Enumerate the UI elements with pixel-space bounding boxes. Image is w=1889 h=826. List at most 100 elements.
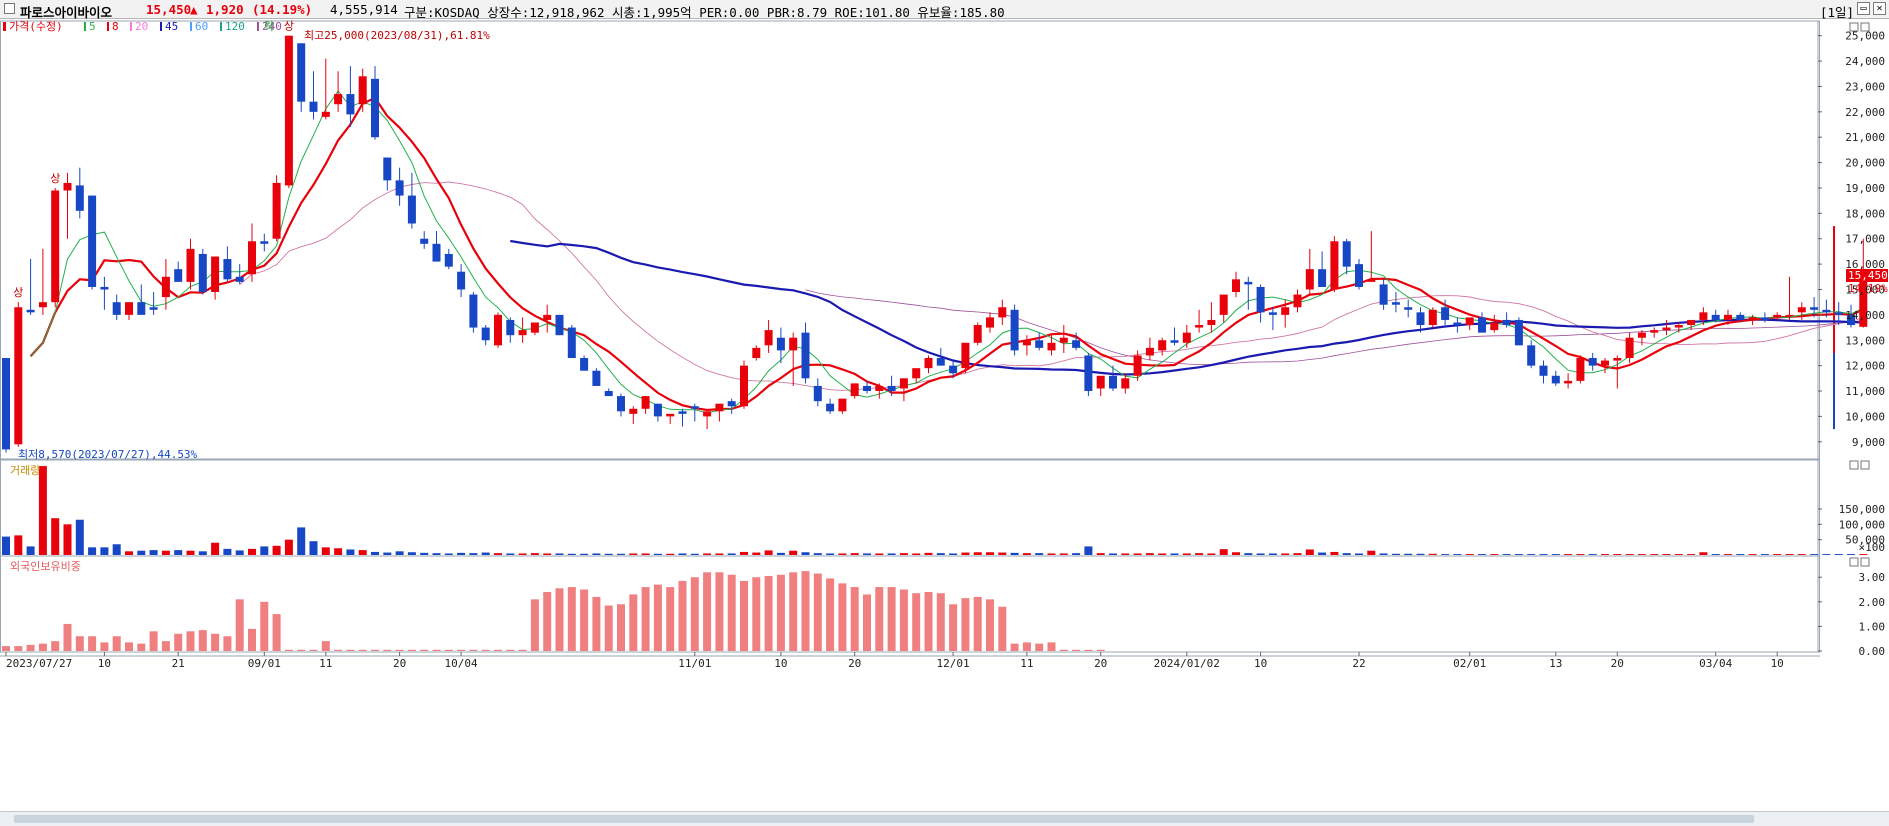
volume-bar [1256,553,1265,555]
x-tick-label: 09/01 [248,657,281,670]
foreign-bar [334,649,343,651]
x-tick-label: 11 [1020,657,1033,670]
foreign-bar [2,646,10,651]
candle-body [1637,332,1646,338]
candle-body [899,378,908,389]
candle-body [617,396,625,412]
high-annotation: 최고25,000(2023/08/31),61.81% [304,29,490,42]
candle-body [494,314,502,346]
legend-ma-label: 60 [195,20,208,33]
candle-body [555,314,564,336]
panel-maximize-icon[interactable] [1849,557,1859,567]
legend-main: 가격(수정) [9,20,63,33]
candle-body [1428,309,1437,326]
candle-body [88,195,97,287]
volume-bar [309,541,318,555]
candle-body [334,94,343,105]
volume-bar [1687,554,1696,555]
candle-body [383,157,392,181]
panel-maximize-icon[interactable] [1849,460,1859,470]
volume-bar [1047,553,1056,555]
scroll-thumb[interactable] [14,815,1754,823]
volume-bar [1674,554,1683,555]
x-tick-label: 10/04 [445,657,478,670]
price-tick-label: 12,000 [1845,360,1885,373]
price-tick-label: 19,000 [1845,182,1885,195]
candle-body [1170,340,1179,343]
volume-bar [1342,553,1351,555]
foreign-bar [1072,649,1081,651]
candle-body [38,302,47,308]
candle-body [1687,319,1696,326]
foreign-bar [235,599,244,651]
close-icon[interactable]: ✕ [1873,2,1886,15]
volume-bar [1797,554,1806,555]
foreign-bar [395,649,404,651]
candle-body [26,309,35,313]
foreign-bar [14,646,23,651]
limit-up-marker: 상 [50,172,60,185]
x-tick-label: 22 [1352,657,1365,670]
foreign-bar [494,649,502,651]
volume-bar [1441,554,1450,555]
minimize-icon[interactable]: ▭ [1857,2,1870,15]
foreign-bar [1047,642,1056,651]
volume-bar [1478,554,1486,555]
foreign-bar [211,633,220,651]
volume-bar [617,553,625,555]
candle-body [1268,312,1277,315]
volume-bar [1539,554,1548,555]
volume-bar [161,550,170,555]
volume-bar [235,550,244,555]
candle-body [1859,278,1868,327]
foreign-bar [715,572,724,651]
volume-bar [75,519,84,555]
candle-body [297,43,306,102]
foreign-bar [444,649,453,651]
candle-body [727,401,736,407]
candle-body [420,238,429,244]
foreign-bar [260,601,269,651]
foreign-bar [949,604,958,651]
foreign-bar [629,594,638,651]
volume-bar [1379,553,1388,555]
candle-body [986,317,994,328]
volume-bar [838,553,847,555]
foreign-bar [248,628,256,651]
foreign-bar [936,593,945,651]
volume-tick-label: 50,000 [1845,534,1885,547]
horizontal-scrollbar[interactable] [0,811,1889,826]
menu-icon[interactable] [4,3,15,14]
volume-bar [272,545,281,555]
change-arrow-icon: ▲ [190,2,198,17]
legend-ma-label: 5 [89,20,96,33]
volume-bar [1490,554,1499,555]
panel-close-icon[interactable] [1860,22,1870,32]
foreign-bar [481,649,490,651]
volume-bar [629,553,638,555]
volume-bar [1158,553,1167,555]
foreign-bar [912,593,921,651]
candle-body [137,302,146,315]
foreign-bar [161,641,170,651]
volume-bar [530,553,539,555]
candle-body [1453,322,1462,326]
candle-body [198,253,207,293]
volume-bar [198,551,207,555]
legend-swatch [257,22,259,31]
volume-bar [949,553,958,555]
candle-body [125,302,133,315]
foreign-bar [1084,649,1093,651]
candle-body [543,314,552,320]
volume-bar [899,553,908,555]
ma20-line [239,181,1864,391]
panel-close-icon[interactable] [1860,460,1870,470]
panel-close-icon[interactable] [1860,557,1870,567]
candle-body [1244,281,1253,285]
panel-maximize-icon[interactable] [1849,22,1859,32]
volume-bar [1822,554,1831,555]
period-button[interactable]: [1일] [1820,5,1855,20]
volume-bar [1613,554,1622,555]
candle-body [186,248,195,282]
legend-swatch [130,22,132,31]
